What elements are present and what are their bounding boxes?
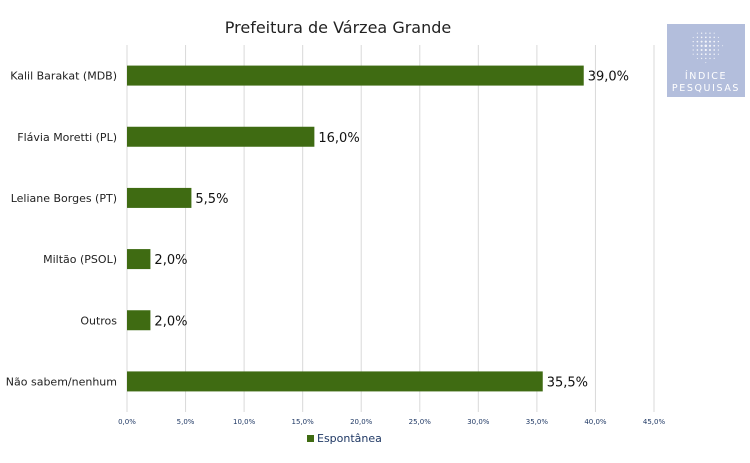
data-labels: 39,0% 16,0% 5,5% 2,0% 2,0% 35,5% <box>154 70 629 391</box>
logo-dot <box>696 53 699 55</box>
data-label: 5,5% <box>195 192 228 207</box>
legend-swatch <box>307 435 314 442</box>
logo-dot <box>717 49 720 51</box>
chart-title: Prefeitura de Várzea Grande <box>225 18 451 37</box>
logo-dot <box>705 32 707 34</box>
category-label: Miltão (PSOL) <box>43 253 117 266</box>
logo-line1: ÍNDICE <box>685 70 727 82</box>
data-label: 16,0% <box>318 131 359 146</box>
logo-dot <box>713 57 715 59</box>
logo-dot <box>692 40 694 43</box>
logo-dot <box>722 45 724 47</box>
legend-label: Espontânea <box>317 432 382 445</box>
logo-dot <box>704 36 707 39</box>
logo-dot <box>700 57 703 60</box>
logo-dot <box>692 49 694 51</box>
logo-dot <box>709 32 711 34</box>
logo-dot <box>708 44 712 47</box>
logo-dot <box>713 40 716 43</box>
logo-dot <box>692 53 694 55</box>
logo-dot <box>717 53 719 55</box>
x-tick-label: 10,0% <box>233 418 256 426</box>
bar <box>127 249 151 270</box>
logo-dot <box>717 40 720 43</box>
logo-line2: PESQUISAS <box>672 83 740 94</box>
category-label: Não sabem/nenhum <box>6 375 117 388</box>
logo-dot <box>713 49 716 51</box>
category-label: Leliane Borges (PT) <box>11 192 117 205</box>
bar <box>127 126 315 147</box>
bar <box>127 187 192 208</box>
category-label: Kalil Barakat (MDB) <box>10 70 117 83</box>
data-label: 35,5% <box>547 375 588 390</box>
category-label: Flávia Moretti (PL) <box>17 131 117 144</box>
bar <box>127 371 543 392</box>
logo-dot <box>704 44 708 48</box>
bars <box>127 65 584 392</box>
logo-dot <box>692 36 694 38</box>
logo-dot <box>708 48 712 52</box>
legend: Espontânea <box>307 432 382 445</box>
logo-dot <box>708 40 712 43</box>
x-tick-label: 30,0% <box>467 418 490 426</box>
logo-dot <box>713 53 715 55</box>
logo-dot <box>705 57 707 60</box>
logo: ÍNDICE PESQUISAS <box>667 24 745 97</box>
logo-dot <box>704 40 707 43</box>
category-labels: Kalil Barakat (MDB) Flávia Moretti (PL) Le… <box>6 70 117 389</box>
logo-dot <box>700 53 703 56</box>
logo-dot <box>692 45 694 47</box>
logo-dot <box>705 62 707 64</box>
x-tick-label: 15,0% <box>292 418 315 426</box>
x-tick-label: 40,0% <box>584 418 607 426</box>
logo-dot <box>709 53 711 56</box>
logo-dot <box>709 57 711 60</box>
logo-dot <box>700 32 703 34</box>
bar <box>127 310 151 331</box>
logo-dot <box>717 45 720 47</box>
x-tick-label: 35,0% <box>526 418 549 426</box>
x-tick-label: 5,0% <box>177 418 195 426</box>
logo-dot <box>700 36 703 39</box>
logo-dots-icon <box>692 32 724 64</box>
logo-dot <box>696 40 699 43</box>
x-tick-label: 0,0% <box>118 418 136 426</box>
logo-background <box>667 24 745 97</box>
logo-dot <box>713 44 716 47</box>
logo-dot <box>709 36 711 39</box>
grid-lines <box>126 45 655 412</box>
logo-dot <box>713 32 715 34</box>
logo-dot <box>700 44 703 47</box>
x-tick-label: 45,0% <box>643 418 666 426</box>
logo-dot <box>700 48 703 52</box>
logo-dot <box>700 40 703 43</box>
logo-dot <box>704 48 707 52</box>
data-label: 2,0% <box>154 253 187 268</box>
x-tick-label: 25,0% <box>409 418 432 426</box>
logo-dot <box>696 44 699 47</box>
x-axis-ticks: 0,0% 5,0% 10,0% 15,0% 20,0% 25,0% 30,0% 35,0% 40… <box>118 418 665 426</box>
logo-dot <box>696 57 698 59</box>
bar <box>127 65 584 86</box>
logo-dot <box>696 49 699 51</box>
x-tick-label: 20,0% <box>350 418 373 426</box>
category-label: Outros <box>80 314 117 327</box>
logo-dot <box>717 36 719 38</box>
logo-dot <box>704 53 707 56</box>
logo-dot <box>696 32 698 34</box>
logo-dot <box>713 36 715 39</box>
data-label: 2,0% <box>154 314 187 329</box>
logo-dot <box>696 36 699 39</box>
data-label: 39,0% <box>588 70 629 85</box>
